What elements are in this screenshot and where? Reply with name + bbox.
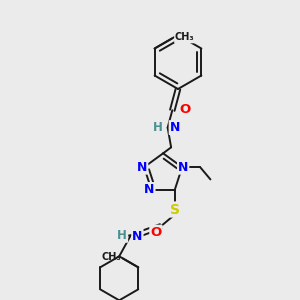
Text: O: O [150, 226, 162, 239]
Text: O: O [180, 103, 191, 116]
Text: H: H [117, 229, 127, 242]
Text: N: N [144, 183, 154, 196]
Text: H: H [153, 121, 163, 134]
Text: N: N [169, 121, 180, 134]
Text: S: S [170, 202, 180, 217]
Text: N: N [178, 161, 188, 174]
Text: CH₃: CH₃ [175, 32, 195, 43]
Text: N: N [137, 161, 147, 174]
Text: N: N [132, 230, 142, 243]
Text: CH₃: CH₃ [101, 252, 121, 262]
